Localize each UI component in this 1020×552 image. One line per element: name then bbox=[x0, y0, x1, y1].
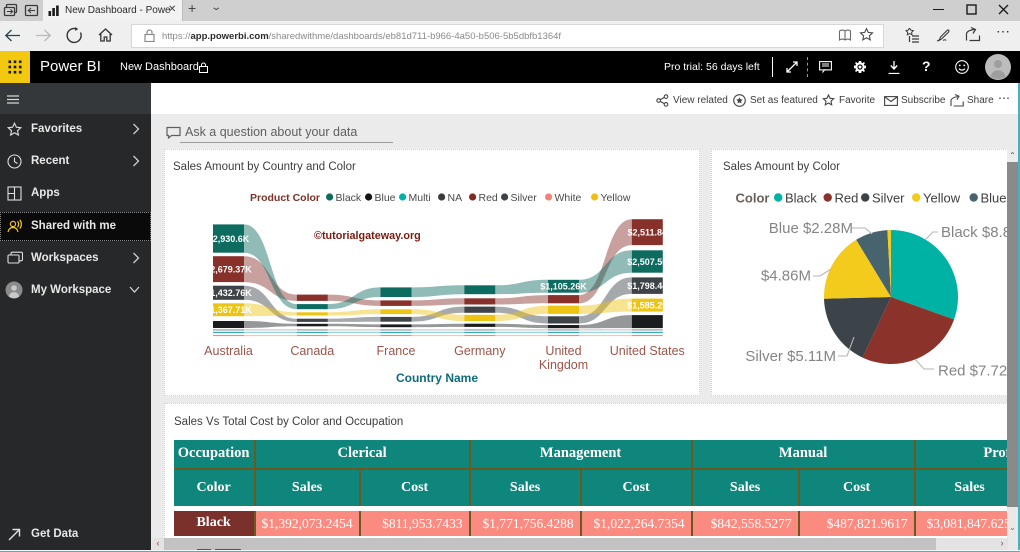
svg-text:Silver $5.11M: Silver $5.11M bbox=[745, 348, 836, 365]
svg-text:Red: Red bbox=[479, 192, 498, 204]
svg-text:Canada: Canada bbox=[290, 344, 334, 358]
svg-text:Blue $2.28M: Blue $2.28M bbox=[769, 220, 853, 237]
svg-text:$2,930.6K: $2,930.6K bbox=[208, 234, 250, 244]
svg-text:Yellow: Yellow bbox=[601, 192, 631, 204]
svg-text:Color: Color bbox=[736, 191, 770, 206]
svg-text:Yellow: Yellow bbox=[923, 191, 961, 206]
svg-text:Black: Black bbox=[785, 191, 817, 206]
svg-text:$1,798.44: $1,798.44 bbox=[627, 281, 667, 291]
svg-text:Black $8.85M: Black $8.85M bbox=[941, 224, 1018, 241]
svg-text:Product Color: Product Color bbox=[250, 192, 320, 204]
svg-text:Blue: Blue bbox=[375, 192, 396, 204]
svg-text:United: United bbox=[545, 344, 581, 358]
svg-text:France: France bbox=[377, 344, 416, 358]
svg-text:NA: NA bbox=[448, 192, 463, 204]
svg-text:Blue: Blue bbox=[981, 191, 1007, 206]
svg-text:Silver: Silver bbox=[511, 192, 538, 204]
svg-text:Red $7.72M: Red $7.72M bbox=[938, 362, 1018, 379]
svg-text:$4.86M: $4.86M bbox=[761, 268, 811, 285]
svg-text:$1,367.71K: $1,367.71K bbox=[205, 305, 252, 315]
svg-text:$1,585.29: $1,585.29 bbox=[627, 301, 667, 311]
svg-text:Kingdom: Kingdom bbox=[539, 358, 588, 372]
svg-text:$2,507.56: $2,507.56 bbox=[627, 257, 667, 267]
svg-text:White: White bbox=[555, 192, 582, 204]
svg-text:$1,432.76K: $1,432.76K bbox=[205, 288, 252, 298]
svg-text:Red: Red bbox=[835, 191, 859, 206]
svg-text:Silver: Silver bbox=[872, 191, 905, 206]
svg-text:©tutorialgateway.org: ©tutorialgateway.org bbox=[314, 230, 421, 242]
svg-text:Multi: Multi bbox=[409, 192, 431, 204]
svg-text:Germany: Germany bbox=[454, 344, 506, 358]
svg-text:Black: Black bbox=[336, 192, 362, 204]
svg-text:$2,511.84: $2,511.84 bbox=[628, 228, 668, 238]
svg-text:United States: United States bbox=[610, 344, 685, 358]
svg-text:$2,679.37K: $2,679.37K bbox=[205, 265, 252, 275]
svg-text:$1,105.26K: $1,105.26K bbox=[540, 282, 587, 292]
svg-text:Country Name: Country Name bbox=[396, 371, 478, 385]
svg-text:Australia: Australia bbox=[204, 344, 253, 358]
